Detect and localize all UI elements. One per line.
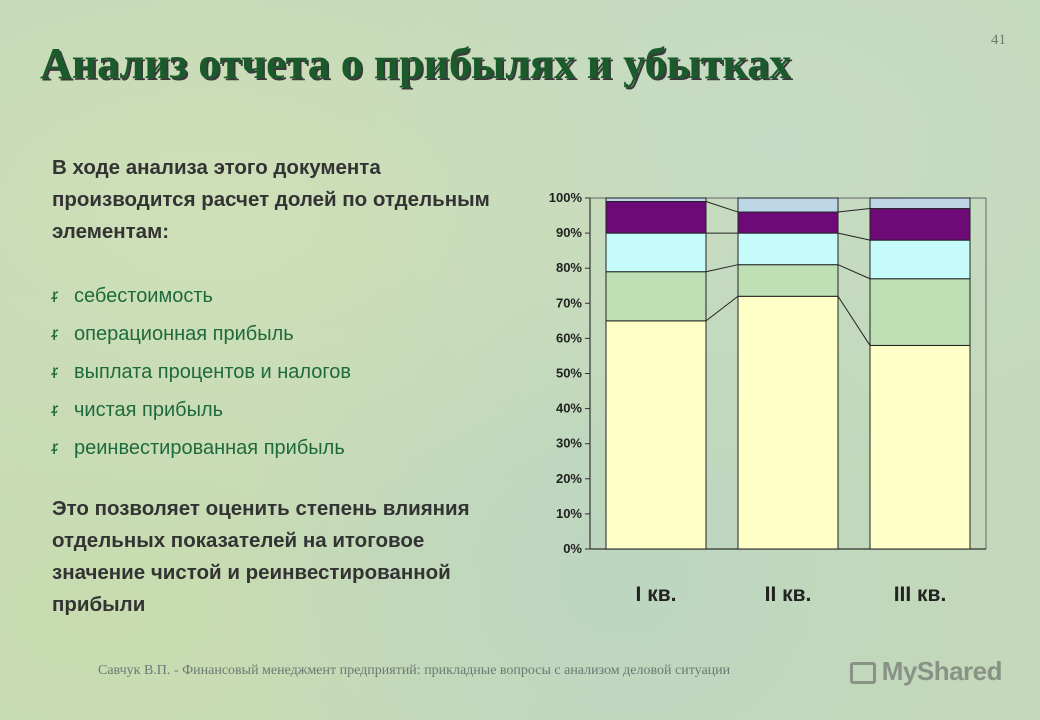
bar-segment bbox=[869, 344, 971, 550]
y-tick-label: 20% bbox=[556, 471, 582, 486]
y-tick-label: 30% bbox=[556, 436, 582, 451]
bar-segment bbox=[605, 320, 707, 550]
bar-segment bbox=[869, 278, 971, 346]
bar-segment bbox=[869, 239, 971, 280]
bar-segment bbox=[737, 197, 839, 213]
bar-segment bbox=[605, 271, 707, 322]
bar-segment bbox=[737, 264, 839, 297]
x-category-label: I кв. bbox=[636, 583, 677, 606]
book-icon: ᵲ bbox=[52, 361, 59, 383]
bar-segment bbox=[869, 208, 971, 241]
y-tick-label: 60% bbox=[556, 330, 582, 345]
bar-segment bbox=[605, 232, 707, 273]
bar-segment bbox=[869, 197, 971, 210]
y-tick-label: 100% bbox=[549, 190, 583, 205]
bullet-list: ᵲ себестоимость ᵲ операционная прибыль ᵲ вы… bbox=[52, 280, 351, 470]
series-connector-line bbox=[705, 201, 739, 213]
intro-text: В ходе анализа этого документа производи… bbox=[52, 156, 490, 243]
bar-segment bbox=[737, 211, 839, 234]
bullet-item-cost: ᵲ себестоимость bbox=[52, 280, 351, 318]
bar-segment bbox=[605, 201, 707, 234]
series-connector-line bbox=[705, 264, 739, 273]
bullet-item-operating-profit: ᵲ операционная прибыль bbox=[52, 318, 351, 356]
watermark-logo: MyShared bbox=[849, 656, 1003, 687]
bullet-item-reinvested-profit: ᵲ реинвестированная прибыль bbox=[52, 432, 351, 470]
series-connector-line bbox=[837, 296, 871, 346]
y-tick-label: 90% bbox=[556, 225, 582, 240]
slide-title: Анализ отчета о прибылях и убытках bbox=[40, 39, 792, 88]
y-tick-label: 50% bbox=[556, 366, 582, 381]
series-connector-line bbox=[705, 295, 739, 322]
stacked-percent-bar-chart: 0% 10% 20% 30% 40% 50% 60% 70% 80% 90% 100% I кв. II… bbox=[549, 190, 987, 606]
book-icon: ᵲ bbox=[52, 323, 59, 345]
y-tick-label: 10% bbox=[556, 506, 582, 521]
y-tick-label: 80% bbox=[556, 260, 582, 275]
y-tick-label: 70% bbox=[556, 295, 582, 310]
x-category-label: III кв. bbox=[894, 583, 947, 606]
presentation-icon bbox=[849, 662, 876, 684]
bar-segment bbox=[605, 197, 707, 203]
y-tick-label: 40% bbox=[556, 401, 582, 416]
series-connector-line bbox=[837, 232, 871, 241]
bullet-item-net-profit: ᵲ чистая прибыль bbox=[52, 394, 351, 432]
bullet-item-interest-taxes: ᵲ выплата процентов и налогов bbox=[52, 356, 351, 394]
page-number: 41 bbox=[991, 32, 1006, 48]
bar-segment bbox=[737, 232, 839, 266]
conclusion-text: Это позволяет оценить степень влияния от… bbox=[52, 497, 470, 616]
bar-segment bbox=[737, 295, 839, 550]
y-tick-label: 0% bbox=[563, 541, 582, 556]
book-icon: ᵲ bbox=[52, 285, 59, 307]
book-icon: ᵲ bbox=[52, 437, 59, 459]
x-category-label: II кв. bbox=[765, 583, 812, 606]
footer-citation: Савчук В.П. - Финансовый менеджмент пред… bbox=[98, 663, 731, 678]
series-connector-line bbox=[837, 208, 871, 213]
book-icon: ᵲ bbox=[52, 399, 59, 421]
series-connector-line bbox=[837, 264, 871, 280]
